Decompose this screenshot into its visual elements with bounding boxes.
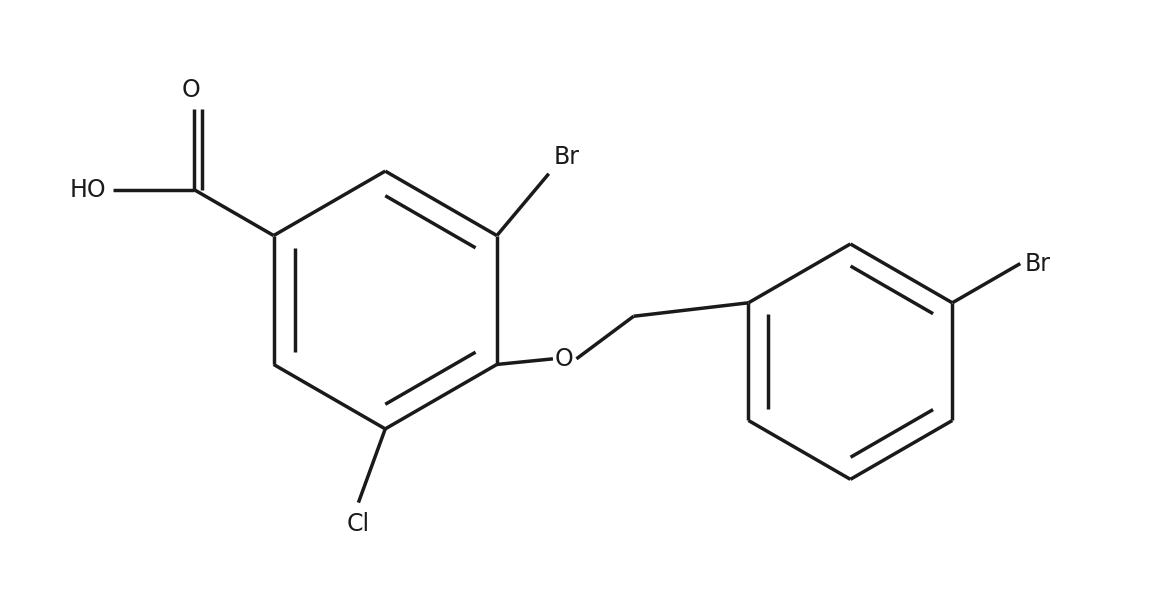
Text: HO: HO [70, 178, 107, 202]
Text: Br: Br [1025, 251, 1051, 275]
Text: O: O [555, 347, 574, 371]
Text: Br: Br [553, 145, 579, 169]
Text: O: O [181, 78, 200, 102]
Text: Cl: Cl [346, 512, 370, 536]
